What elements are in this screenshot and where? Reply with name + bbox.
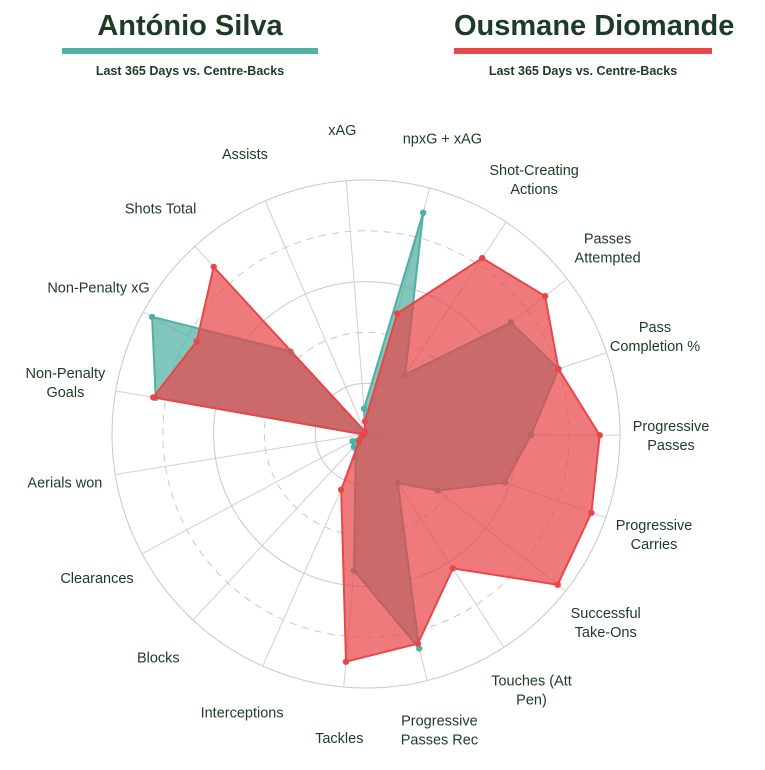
axis-label-2: Shot-Creating Actions (489, 163, 578, 198)
axis-label-19: xAG (328, 123, 356, 139)
series-2-point-9 (414, 640, 422, 647)
series-1-point-9 (416, 645, 423, 652)
axis-label-6: Progressive Carries (616, 518, 693, 553)
series-2-point-12 (355, 438, 363, 445)
axis-label-10: Tackles (315, 731, 363, 747)
axis-label-15: Non-Penalty Goals (26, 366, 107, 401)
series-2-point-7 (554, 581, 561, 588)
series-2-point-4 (555, 365, 562, 373)
axis-label-4: Pass Completion % (610, 320, 700, 355)
radar-spoke-18 (264, 200, 367, 435)
player-header-left: António Silva Last 365 Days vs. Centre-B… (62, 6, 318, 78)
player-subtitle-right: Last 365 Days vs. Centre-Backs (488, 64, 678, 78)
series-2-point-18 (361, 428, 369, 435)
radar-spoke-13 (141, 433, 367, 555)
axis-label-11: Interceptions (201, 706, 284, 722)
series-2-point-15 (150, 394, 157, 401)
axis-label-16: Non-Penalty xG (47, 281, 149, 297)
radar-spoke-14 (115, 433, 367, 476)
series-2-point-10 (342, 658, 350, 665)
series-2-point-17 (210, 263, 217, 271)
series-2-point-11 (338, 486, 345, 493)
axis-label-7: Successful Take-Ons (571, 606, 641, 641)
axis-label-1: npxG + xAG (403, 132, 482, 148)
axis-label-17: Shots Total (125, 202, 196, 218)
axis-label-14: Aerials won (27, 476, 102, 492)
series-1-point-16 (148, 313, 156, 321)
axis-label-13: Clearances (60, 571, 133, 587)
series-1-point-1 (420, 209, 427, 216)
radar-spoke-12 (192, 433, 367, 621)
series-2-point-5 (596, 432, 603, 439)
radar-spoke-19 (345, 180, 367, 435)
axis-label-9: Progressive Passes Rec (401, 714, 478, 749)
series-2-point-3 (541, 292, 549, 300)
axis-label-18: Assists (222, 147, 268, 163)
axis-label-3: Passes Attempted (575, 231, 641, 266)
player-color-bar-right (454, 48, 712, 54)
series-2 (150, 254, 603, 665)
series-2-point-6 (588, 509, 595, 516)
series-2-point-1 (394, 310, 401, 317)
player-subtitle-left: Last 365 Days vs. Centre-Backs (95, 64, 285, 78)
series-1-point-19 (360, 405, 368, 412)
player-name-right: Ousmane Diomande (454, 10, 735, 42)
axis-label-5: Progressive Passes (633, 419, 710, 454)
player-color-bar-left (62, 48, 318, 54)
player-header-right: Ousmane Diomande Last 365 Days vs. Centr… (454, 6, 735, 78)
series-1-point-13 (349, 438, 356, 445)
series-area-2 (152, 257, 601, 663)
axis-label-12: Blocks (137, 650, 180, 666)
series-2-point-8 (449, 565, 456, 572)
series-2-point-19 (361, 418, 369, 425)
series-2-point-2 (479, 254, 486, 262)
series-2-point-16 (193, 338, 200, 345)
axis-label-8: Touches (Att Pen) (491, 674, 572, 709)
radar-ring-100 (111, 179, 621, 689)
player-name-left: António Silva (97, 10, 283, 42)
